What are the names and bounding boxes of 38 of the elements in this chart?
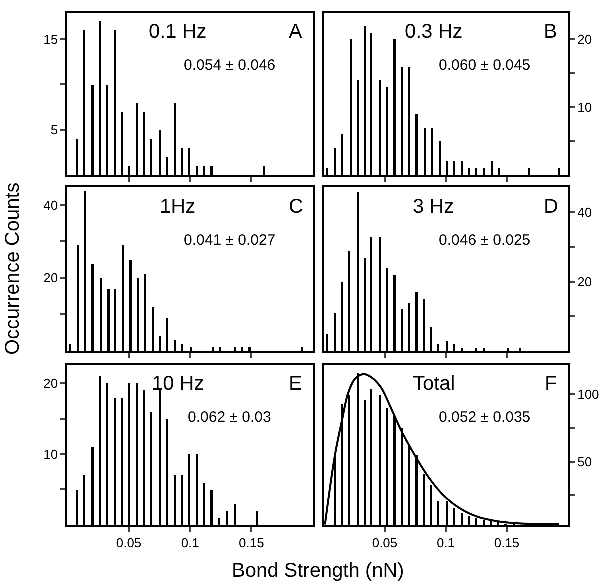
chart-title: 0.3 Hz [405, 21, 463, 43]
y-tick-label: 5 [50, 122, 58, 138]
y-tick-label: 20 [578, 274, 592, 290]
annotation: 0.062 ± 0.03 [188, 409, 272, 426]
annotation: D [544, 196, 558, 218]
text: 3 Hz [413, 196, 454, 218]
annotation: B [544, 21, 558, 43]
y-tick-label: 10 [578, 100, 592, 115]
annotation: E [289, 373, 302, 395]
annotation: 0.054 ± 0.046 [184, 57, 276, 74]
y-tick-label: 40 [44, 198, 58, 213]
y-tick-label: 10 [44, 446, 58, 462]
y-axis-title: Occurrence Counts [2, 182, 24, 355]
y-tick-label: 20 [44, 376, 58, 391]
y-tick-label: 15 [44, 32, 58, 47]
x-axis-title: Bond Strength (nN) [232, 560, 404, 582]
y-tick-label: 40 [578, 205, 592, 220]
x-tick-label: 0.15 [239, 536, 264, 551]
annotation: 0.041 ± 0.027 [184, 232, 276, 249]
annotation: 0.052 ± 0.035 [439, 409, 531, 426]
annotation: A [289, 21, 303, 43]
annotation: C [289, 196, 304, 218]
y-tick-label: 50 [578, 454, 592, 470]
annotation: 0.046 ± 0.025 [439, 232, 531, 249]
x-tick-label: 0.1 [181, 536, 200, 551]
x-tick-label: 0.1 [436, 536, 456, 551]
chart-title: Total [413, 373, 456, 395]
annotation: 0.060 ± 0.045 [439, 57, 531, 74]
annotation: F [545, 373, 558, 395]
y-tick-label: 100 [578, 387, 600, 402]
x-tick-label: 0.05 [372, 536, 398, 551]
x-tick-label: 0.15 [494, 536, 520, 551]
x-tick-label: 0.05 [116, 536, 142, 551]
chart-title: 10 Hz [152, 373, 204, 395]
chart-title: 0.1 Hz [149, 21, 207, 43]
text: 1Hz [160, 196, 196, 218]
y-tick-label: 20 [44, 270, 58, 286]
y-tick-label: 20 [578, 32, 592, 47]
